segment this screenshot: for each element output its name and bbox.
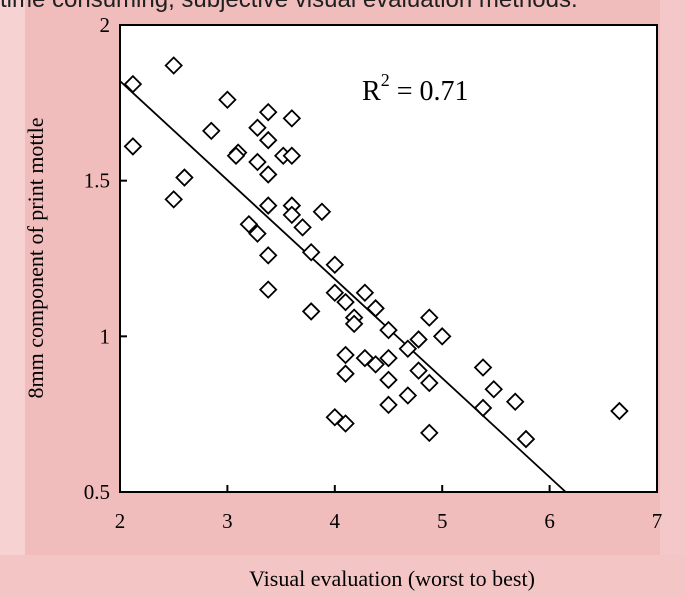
data-point [301, 302, 321, 321]
data-point [258, 165, 278, 184]
data-point [282, 146, 302, 166]
caption-fragment: time consuming, subjective visual evalua… [0, 0, 686, 18]
data-point [123, 74, 143, 94]
data-point [355, 348, 375, 368]
data-point [420, 373, 439, 393]
data-point [164, 190, 183, 209]
r-squared-annotation: R2 = 0.71 [362, 70, 468, 107]
data-point [248, 152, 267, 172]
data-point [258, 246, 278, 265]
data-point [366, 355, 385, 374]
data-point [325, 255, 345, 274]
data-point [248, 118, 267, 138]
data-point [239, 214, 259, 234]
data-point [258, 196, 278, 215]
data-point [505, 392, 525, 411]
x-axis-label: Visual evaluation (worst to best) [249, 566, 535, 591]
data-point [610, 401, 629, 421]
regression-line [119, 80, 567, 493]
r-squared-sup: 2 [381, 70, 390, 90]
data-point [282, 205, 302, 225]
data-point [366, 299, 385, 318]
data-point [258, 280, 278, 299]
data-point [293, 218, 312, 237]
x-tick-label: 6 [544, 509, 555, 533]
data-point [484, 379, 504, 399]
x-tick-label: 5 [437, 509, 448, 533]
data-point [379, 348, 398, 368]
r-squared-base: R [362, 76, 381, 107]
data-point [409, 330, 428, 349]
data-point [420, 423, 439, 443]
data-point [344, 314, 364, 334]
data-point [379, 370, 398, 390]
data-point [398, 386, 418, 405]
data-point [248, 224, 267, 243]
data-point [258, 130, 278, 150]
y-axis-label: 8mm component of print mottle [23, 117, 48, 398]
y-tick-label: 1.5 [84, 169, 110, 193]
data-point [325, 283, 345, 303]
data-point [226, 146, 246, 166]
data-point [516, 429, 536, 449]
plot-area [120, 25, 657, 492]
data-point [258, 102, 278, 122]
data-point [123, 137, 143, 156]
data-point [355, 283, 375, 303]
plot-frame [119, 24, 658, 493]
data-point [473, 398, 493, 418]
data-point [336, 292, 355, 312]
data-point [336, 345, 355, 365]
data-point [379, 395, 398, 415]
x-tick-label: 2 [115, 509, 126, 533]
data-point [379, 320, 398, 340]
data-point [218, 90, 237, 109]
data-point [336, 364, 355, 383]
data-point [282, 109, 302, 128]
y-tick-label: 1 [100, 324, 111, 348]
r-squared-value: = 0.71 [390, 76, 469, 107]
x-tick-label: 3 [222, 509, 233, 533]
data-point [312, 202, 332, 222]
data-point [336, 414, 355, 433]
data-point [301, 243, 321, 262]
y-tick-label: 0.5 [84, 480, 110, 504]
x-tick-label: 4 [330, 509, 341, 533]
x-tick-label: 7 [652, 509, 663, 533]
data-point [398, 339, 418, 359]
y-tick-label: 2 [100, 13, 111, 37]
data-point [409, 361, 428, 380]
data-point [432, 327, 452, 346]
data-point [420, 308, 439, 327]
data-point [175, 168, 194, 187]
data-point [202, 121, 221, 141]
data-point [164, 56, 183, 75]
data-point [473, 358, 493, 377]
